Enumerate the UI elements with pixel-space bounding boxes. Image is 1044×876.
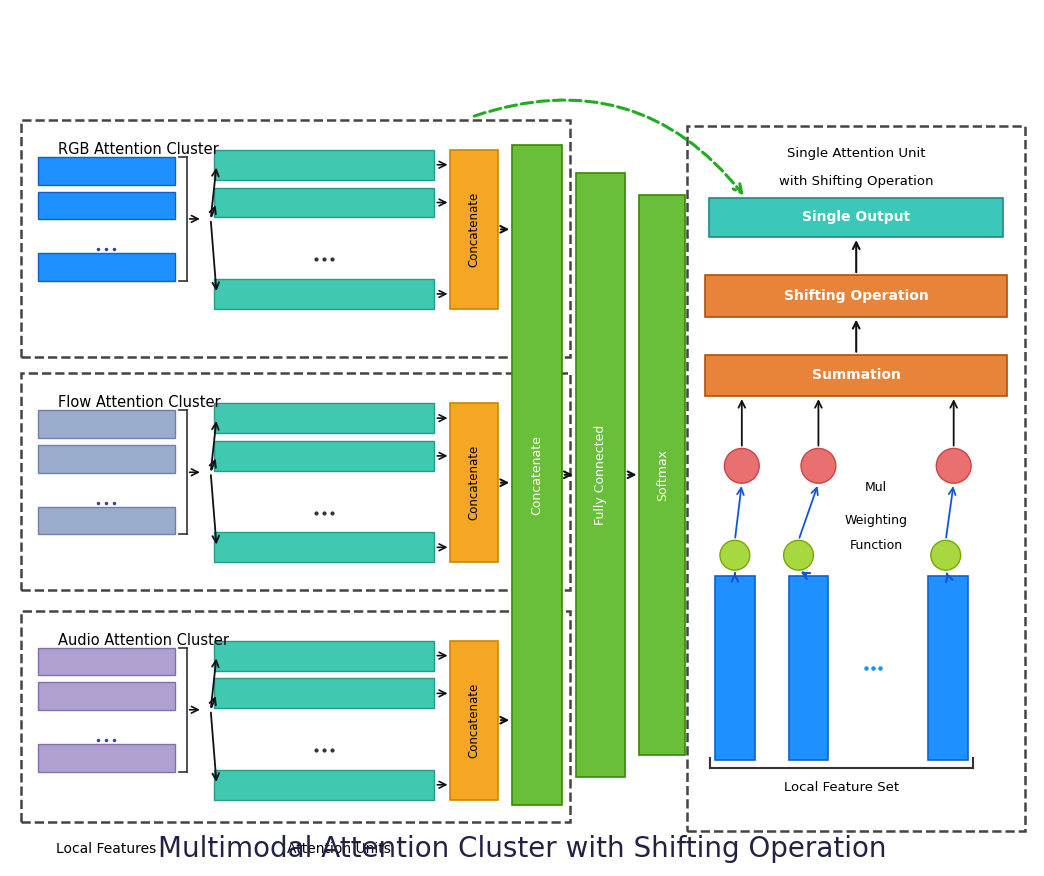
Circle shape: [931, 540, 960, 570]
Text: Concatenate: Concatenate: [468, 445, 480, 520]
Text: Concatenate: Concatenate: [468, 682, 480, 758]
Text: Softmax: Softmax: [656, 449, 669, 501]
Bar: [38, 410, 174, 438]
Bar: [709, 197, 1003, 237]
Bar: [38, 445, 174, 473]
Bar: [705, 355, 1007, 396]
Bar: [214, 403, 434, 433]
Bar: [214, 679, 434, 709]
Bar: [512, 145, 562, 805]
Bar: [214, 187, 434, 217]
Bar: [450, 403, 498, 562]
Text: Single Output: Single Output: [802, 210, 910, 224]
Circle shape: [725, 449, 759, 484]
Bar: [38, 506, 174, 534]
Bar: [21, 611, 570, 822]
Bar: [21, 373, 570, 590]
Bar: [214, 150, 434, 180]
Text: Function: Function: [850, 539, 903, 552]
Bar: [38, 647, 174, 675]
Text: Flow Attention Cluster: Flow Attention Cluster: [58, 395, 221, 410]
Bar: [788, 576, 828, 760]
Text: Local Features: Local Features: [56, 843, 157, 857]
Text: Single Attention Unit: Single Attention Unit: [787, 147, 925, 160]
Bar: [38, 253, 174, 281]
Bar: [450, 150, 498, 309]
Bar: [575, 173, 625, 777]
Bar: [715, 576, 755, 760]
Text: Concatenate: Concatenate: [468, 192, 480, 267]
Circle shape: [784, 540, 813, 570]
Text: Shifting Operation: Shifting Operation: [784, 289, 928, 303]
Bar: [21, 120, 570, 357]
Bar: [928, 576, 968, 760]
Circle shape: [720, 540, 750, 570]
Bar: [705, 275, 1007, 317]
Bar: [214, 533, 434, 562]
Bar: [450, 640, 498, 800]
Text: Mul: Mul: [865, 481, 887, 494]
Text: Audio Attention Cluster: Audio Attention Cluster: [58, 632, 230, 647]
Circle shape: [801, 449, 836, 484]
Text: Local Feature Set: Local Feature Set: [784, 781, 899, 795]
Bar: [214, 279, 434, 309]
Text: Weighting: Weighting: [845, 514, 907, 527]
Bar: [38, 744, 174, 772]
Bar: [38, 157, 174, 185]
Bar: [38, 682, 174, 710]
Text: Summation: Summation: [812, 369, 901, 383]
Text: Concatenate: Concatenate: [530, 434, 544, 515]
Text: Fully Connected: Fully Connected: [594, 425, 607, 525]
Bar: [687, 126, 1025, 831]
Text: with Shifting Operation: with Shifting Operation: [779, 175, 933, 188]
Text: Attention Units: Attention Units: [287, 843, 390, 857]
Bar: [38, 192, 174, 219]
Bar: [214, 770, 434, 800]
Text: RGB Attention Cluster: RGB Attention Cluster: [58, 142, 219, 157]
Circle shape: [936, 449, 971, 484]
Bar: [214, 441, 434, 470]
Bar: [214, 640, 434, 670]
Text: Multimodal Attention Cluster with Shifting Operation: Multimodal Attention Cluster with Shifti…: [158, 836, 886, 863]
Bar: [639, 194, 685, 755]
